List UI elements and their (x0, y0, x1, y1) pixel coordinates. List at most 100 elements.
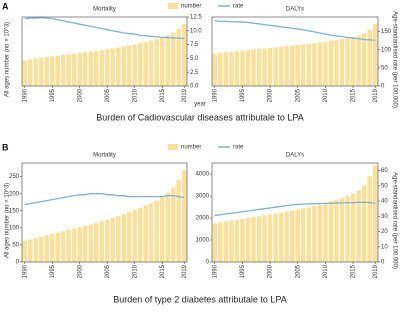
bar (121, 46, 126, 86)
bar (262, 48, 267, 86)
rate-line (214, 19, 376, 41)
bar (50, 234, 55, 262)
bar (373, 165, 378, 262)
bar (149, 203, 154, 262)
bar (323, 41, 328, 86)
x-tick-label: 1995 (240, 264, 246, 278)
bar (229, 220, 234, 262)
subplot-title: DALYs (286, 153, 304, 159)
bar (290, 45, 295, 86)
bar (345, 195, 350, 262)
bar (72, 53, 77, 86)
bar (245, 50, 251, 86)
x-tick-label: 2000 (77, 264, 83, 278)
bar (143, 42, 148, 86)
bar (356, 190, 361, 262)
x-tick-label: 1995 (240, 88, 246, 102)
caption: Burden of Cadiovascular diseases attribu… (96, 112, 303, 122)
plot-frame (211, 162, 379, 263)
x-tick-label: 2015 (160, 264, 166, 278)
y-tick-label: 2000 (196, 216, 210, 222)
panel-label: B (2, 142, 9, 152)
bar (127, 45, 132, 86)
y2-axis-label: Age-standardised rate (per 100,000) (391, 11, 397, 108)
bar (160, 197, 165, 262)
bar (154, 39, 159, 86)
bar (312, 43, 317, 86)
bar (55, 55, 60, 86)
bar (218, 52, 223, 86)
bar (295, 209, 300, 262)
bar (290, 210, 295, 262)
y2-tick-label: 50 (381, 183, 388, 189)
bar (361, 33, 367, 86)
bar (77, 52, 82, 86)
legend-swatch (168, 3, 178, 9)
bar (306, 43, 312, 86)
bar (110, 217, 115, 262)
x-tick-label: 1990 (22, 264, 28, 278)
bar (22, 60, 27, 86)
bar (301, 208, 306, 262)
bar (356, 35, 361, 86)
y-tick-label: 4000 (196, 172, 210, 178)
bar (373, 23, 378, 86)
x-axis-label: year (194, 102, 206, 108)
x-tick-label: 2010 (323, 264, 329, 278)
x-tick-label: 1995 (50, 88, 56, 102)
plot-frame (21, 16, 188, 87)
bar (176, 180, 181, 262)
bar (328, 201, 334, 262)
bar (99, 221, 104, 262)
bar (138, 43, 143, 86)
bar (223, 221, 229, 262)
bar (361, 185, 367, 262)
bar (350, 193, 356, 262)
bar (312, 205, 317, 262)
bar (284, 211, 289, 262)
bar (132, 44, 137, 86)
panel-label: A (2, 1, 9, 11)
bar (138, 208, 143, 262)
x-tick-label: 2019 (373, 88, 379, 102)
bar (66, 229, 71, 262)
bar (251, 49, 256, 86)
y-tick-label: 3000 (196, 194, 210, 200)
y-axis-label: All ages number (no × 10^3) (5, 183, 11, 258)
y2-axis-label: Age-standardised rate (per 100,000) (391, 172, 397, 269)
bar (223, 52, 229, 86)
bar (22, 240, 27, 262)
bar (240, 50, 245, 86)
y2-tick-label: 7.5 (190, 42, 199, 48)
bar (165, 35, 170, 86)
y2-tick-label: 150 (381, 29, 392, 35)
subplot-title: Mortality (93, 153, 116, 159)
bar (245, 218, 251, 262)
bar (50, 56, 55, 86)
bar (33, 58, 38, 86)
legend-label: number (181, 4, 201, 10)
bar (39, 236, 44, 262)
x-tick-label: 2000 (77, 88, 83, 102)
bar (61, 54, 66, 86)
bar (278, 212, 284, 262)
bar (171, 187, 176, 262)
rate-line (214, 201, 376, 217)
bar (267, 214, 273, 262)
bar (182, 170, 187, 262)
legend-swatch (168, 144, 178, 150)
bar (99, 50, 104, 86)
bar (105, 219, 110, 262)
bar (317, 204, 323, 262)
plot-frame (21, 162, 188, 263)
y-tick-label: 250 (9, 174, 20, 180)
bar (77, 227, 82, 262)
bar (334, 199, 339, 262)
bar (306, 207, 312, 262)
plot-frame (211, 16, 379, 87)
bar (262, 215, 267, 262)
bar (94, 50, 99, 86)
x-tick-label: 2019 (373, 264, 379, 278)
y-tick-label: 150 (9, 208, 20, 214)
bar (182, 23, 187, 86)
